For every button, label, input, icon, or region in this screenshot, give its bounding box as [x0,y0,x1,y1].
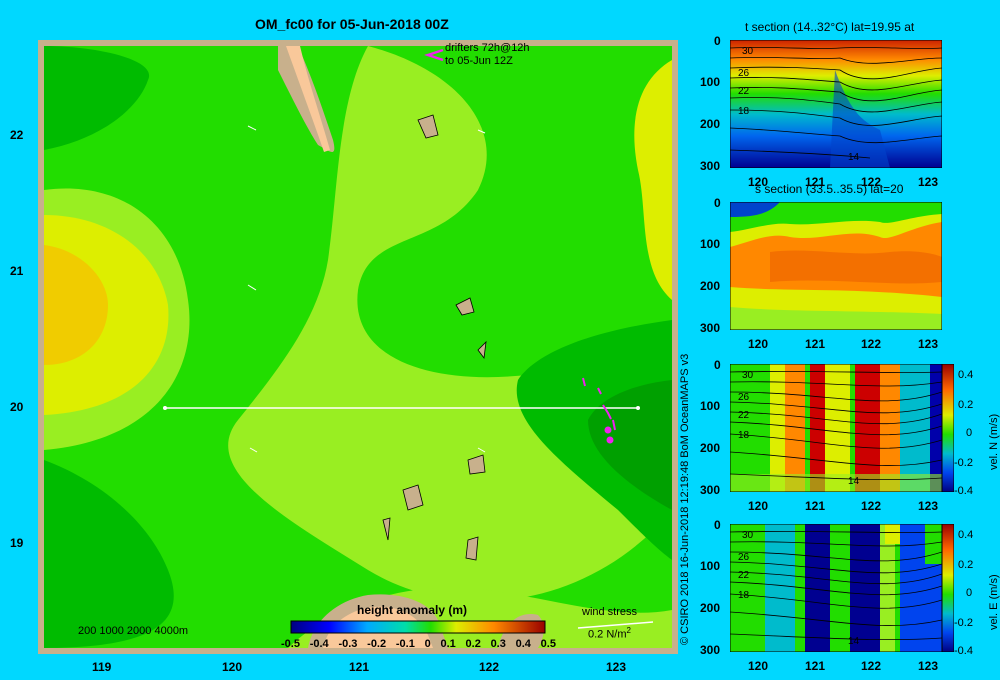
height-colorbar [290,620,546,634]
x-tick: 123 [918,499,939,513]
colorbar-ticks: -0.5 -0.4 -0.3 -0.2 -0.1 0 0.1 0.2 0.3 0… [281,638,556,650]
x-tick: 119 [92,660,112,674]
panel-veln-section[interactable]: 30 26 22 18 14 [730,364,942,492]
x-tick: 122 [861,175,882,189]
y-tick: 0 [714,358,721,372]
contour-label: 30 [742,46,754,57]
contour-label: 26 [738,392,750,403]
depth-legend: 200 1000 2000 4000m [78,625,189,637]
contour-label: 22 [738,410,750,421]
contour-label: 26 [738,552,750,563]
y-tick: 200 [700,117,721,131]
wind-stress-units: 0.2 N/m2 [588,626,631,641]
y-tick: 0 [714,196,721,210]
x-tick: 122 [861,499,882,513]
contour-label: 26 [738,68,750,79]
contour-label: 18 [738,430,750,441]
x-tick: 122 [861,337,882,351]
vele-colorbar [942,524,954,652]
drifter-tracks [582,377,616,444]
y-tick: 300 [700,321,721,335]
contour-label: 14 [848,636,860,647]
drifter-legend-icon [424,48,444,62]
x-tick: 121 [805,659,826,673]
panel-t-title: t section (14..32°C) lat=19.95 at [745,20,915,34]
x-tick: 121 [349,660,370,674]
x-tick: 120 [748,175,769,189]
veln-colorbar [942,364,954,492]
wind-stress-label: wind stress [582,606,638,618]
colorbar-title: height anomaly (m) [357,603,468,617]
y-tick: 20 [10,400,24,414]
y-tick: 100 [700,399,721,413]
main-map[interactable] [38,40,678,654]
panel-s-section[interactable] [730,202,942,330]
x-tick: 121 [805,499,826,513]
x-tick: 123 [918,337,939,351]
y-tick: 100 [700,237,721,251]
credit: © CSIRO 2018 16-Jun-2018 12:19:48 BoM Oc… [679,353,691,645]
panel-vele-section[interactable]: 30 26 22 18 14 [730,524,942,652]
x-tick: 123 [918,175,939,189]
vele-colorbar-label: vel. E (m/s) [988,574,1000,630]
y-tick: 0 [714,34,721,48]
contour-label: 22 [738,570,750,581]
y-tick: 300 [700,159,721,173]
veln-colorbar-label: vel. N (m/s) [988,413,1000,470]
x-tick: 121 [805,337,826,351]
contour-label: 14 [848,152,860,163]
contour-label: 30 [742,530,754,541]
y-tick: 200 [700,601,721,615]
x-tick: 120 [748,499,769,513]
contour-label: 30 [742,370,754,381]
y-tick: 200 [700,279,721,293]
y-tick: 0 [714,518,721,532]
y-tick: 22 [10,128,24,142]
y-tick: 200 [700,441,721,455]
y-tick: 21 [10,264,24,278]
contour-label: 14 [848,476,860,487]
map-title: OM_fc00 for 05-Jun-2018 00Z [255,16,449,32]
y-tick: 19 [10,536,24,550]
drifters-legend: drifters 72h@12h to 05-Jun 12Z [445,42,530,67]
x-tick: 120 [748,659,769,673]
x-tick: 120 [748,337,769,351]
contour-label: 18 [738,590,750,601]
x-tick: 122 [479,660,500,674]
y-tick: 300 [700,643,721,657]
contour-label: 22 [738,86,750,97]
contour-label: 18 [738,106,750,117]
x-tick: 123 [918,659,939,673]
y-tick: 100 [700,559,721,573]
y-tick: 300 [700,483,721,497]
panel-s-title: s section (33.5..35.5) lat=20 [755,182,904,196]
x-tick: 122 [861,659,882,673]
y-tick: 100 [700,75,721,89]
height-anomaly-field [44,46,672,648]
x-tick: 123 [606,660,627,674]
x-tick: 121 [805,175,826,189]
x-tick: 120 [222,660,243,674]
wind-legend-arrow [577,621,654,629]
panel-t-section[interactable]: 30 26 22 18 14 [730,40,942,168]
